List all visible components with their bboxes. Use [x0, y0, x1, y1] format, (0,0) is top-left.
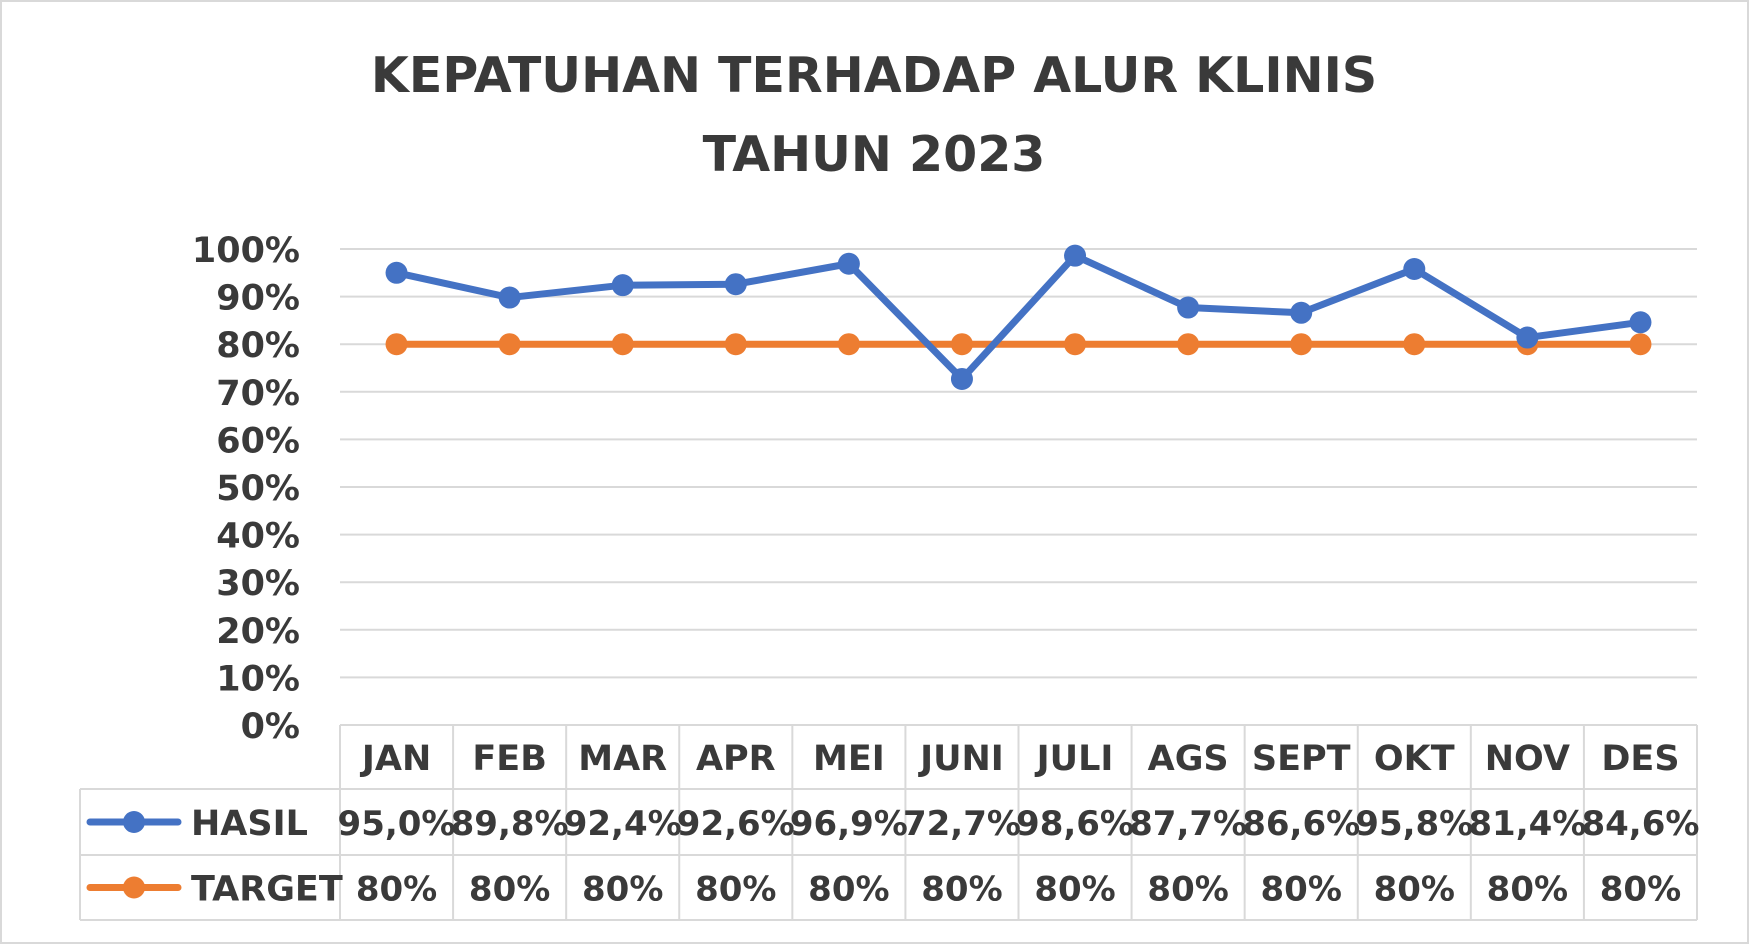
x-tick-label: SEPT	[1252, 739, 1351, 779]
data-label: 80%	[1147, 870, 1228, 910]
y-tick-label: 70%	[216, 374, 300, 414]
data-point	[611, 274, 634, 297]
x-tick-label: OKT	[1374, 739, 1455, 779]
chart-title-line1: KEPATUHAN TERHADAP ALUR KLINIS	[371, 47, 1377, 104]
y-tick-label: 60%	[216, 421, 300, 461]
data-point	[1290, 301, 1313, 324]
y-tick-label: 80%	[216, 326, 300, 366]
data-point	[1177, 333, 1200, 356]
chart-title-line2: TAHUN 2023	[703, 126, 1046, 183]
data-label: 89,8%	[451, 804, 569, 844]
data-label: 95,0%	[338, 804, 456, 844]
y-axis-tick-labels: 0% 10% 20% 30% 40% 50% 60% 70% 80% 90% 100%	[192, 231, 300, 747]
x-tick-label: FEB	[472, 739, 547, 779]
data-point	[724, 273, 747, 296]
data-point	[1064, 244, 1087, 267]
data-point	[385, 333, 408, 356]
data-point	[950, 367, 973, 390]
data-point	[837, 333, 860, 356]
data-point	[498, 286, 521, 309]
series-line	[393, 252, 1644, 383]
gridlines	[340, 248, 1697, 679]
series-markers	[385, 244, 1652, 390]
data-label: 80%	[921, 870, 1002, 910]
data-label: 84,6%	[1581, 804, 1699, 844]
data-label: 96,9%	[790, 804, 908, 844]
x-tick-label: APR	[696, 739, 776, 779]
data-label: 80%	[1374, 870, 1455, 910]
x-tick-label: MEI	[813, 739, 885, 779]
x-tick-label: MAR	[578, 739, 667, 779]
data-label: 86,6%	[1242, 804, 1360, 844]
series-lines	[393, 252, 1644, 383]
legend-key-marker	[123, 811, 145, 833]
data-label: 98,6%	[1016, 804, 1134, 844]
x-tick-label: JUNI	[918, 739, 1004, 779]
y-tick-label: 90%	[216, 279, 300, 319]
data-label: 95,8%	[1355, 804, 1473, 844]
data-label: 92,4%	[564, 804, 682, 844]
data-label: 80%	[1600, 870, 1681, 910]
data-point	[498, 333, 521, 356]
data-point	[1516, 326, 1539, 349]
data-label: 80%	[469, 870, 550, 910]
legend-key-marker	[123, 876, 145, 899]
data-point	[724, 333, 747, 356]
data-point	[1064, 333, 1087, 356]
data-label: 80%	[1034, 870, 1115, 910]
legend-series-name: TARGET	[191, 870, 343, 910]
x-tick-label: DES	[1601, 739, 1679, 779]
data-label: 81,4%	[1468, 804, 1586, 844]
x-tick-label: JULI	[1035, 739, 1114, 779]
data-point	[1290, 333, 1313, 356]
data-label: 80%	[695, 870, 776, 910]
data-point	[837, 252, 860, 275]
data-point	[1403, 333, 1426, 356]
data-label: 80%	[1487, 870, 1568, 910]
data-label: 87,7%	[1129, 804, 1247, 844]
data-point	[611, 333, 634, 356]
data-table: JAN FEB MAR APR MEI JUNI JULI AGS SEPT OKT NOV DES H…	[79, 724, 1699, 921]
y-tick-label: 100%	[192, 231, 300, 271]
data-point	[1403, 257, 1426, 280]
data-point	[1629, 311, 1652, 334]
data-label: 80%	[808, 870, 889, 910]
data-point	[1177, 296, 1200, 319]
y-tick-label: 20%	[216, 612, 300, 652]
y-tick-label: 0%	[241, 707, 300, 747]
data-label: 72,7%	[903, 804, 1021, 844]
y-tick-label: 40%	[216, 517, 300, 557]
x-tick-label: JAN	[360, 739, 431, 779]
data-label: 80%	[582, 870, 663, 910]
data-label: 80%	[1261, 870, 1342, 910]
data-label: 92,6%	[677, 804, 795, 844]
legend-series-name: HASIL	[191, 804, 308, 844]
y-tick-label: 10%	[216, 659, 300, 699]
x-tick-label: NOV	[1485, 739, 1570, 779]
data-point	[385, 261, 408, 284]
data-point	[1629, 333, 1652, 356]
y-tick-label: 30%	[216, 564, 300, 604]
data-label: 80%	[356, 870, 437, 910]
x-tick-label: AGS	[1148, 739, 1229, 779]
data-point	[950, 333, 973, 356]
y-tick-label: 50%	[216, 469, 300, 509]
